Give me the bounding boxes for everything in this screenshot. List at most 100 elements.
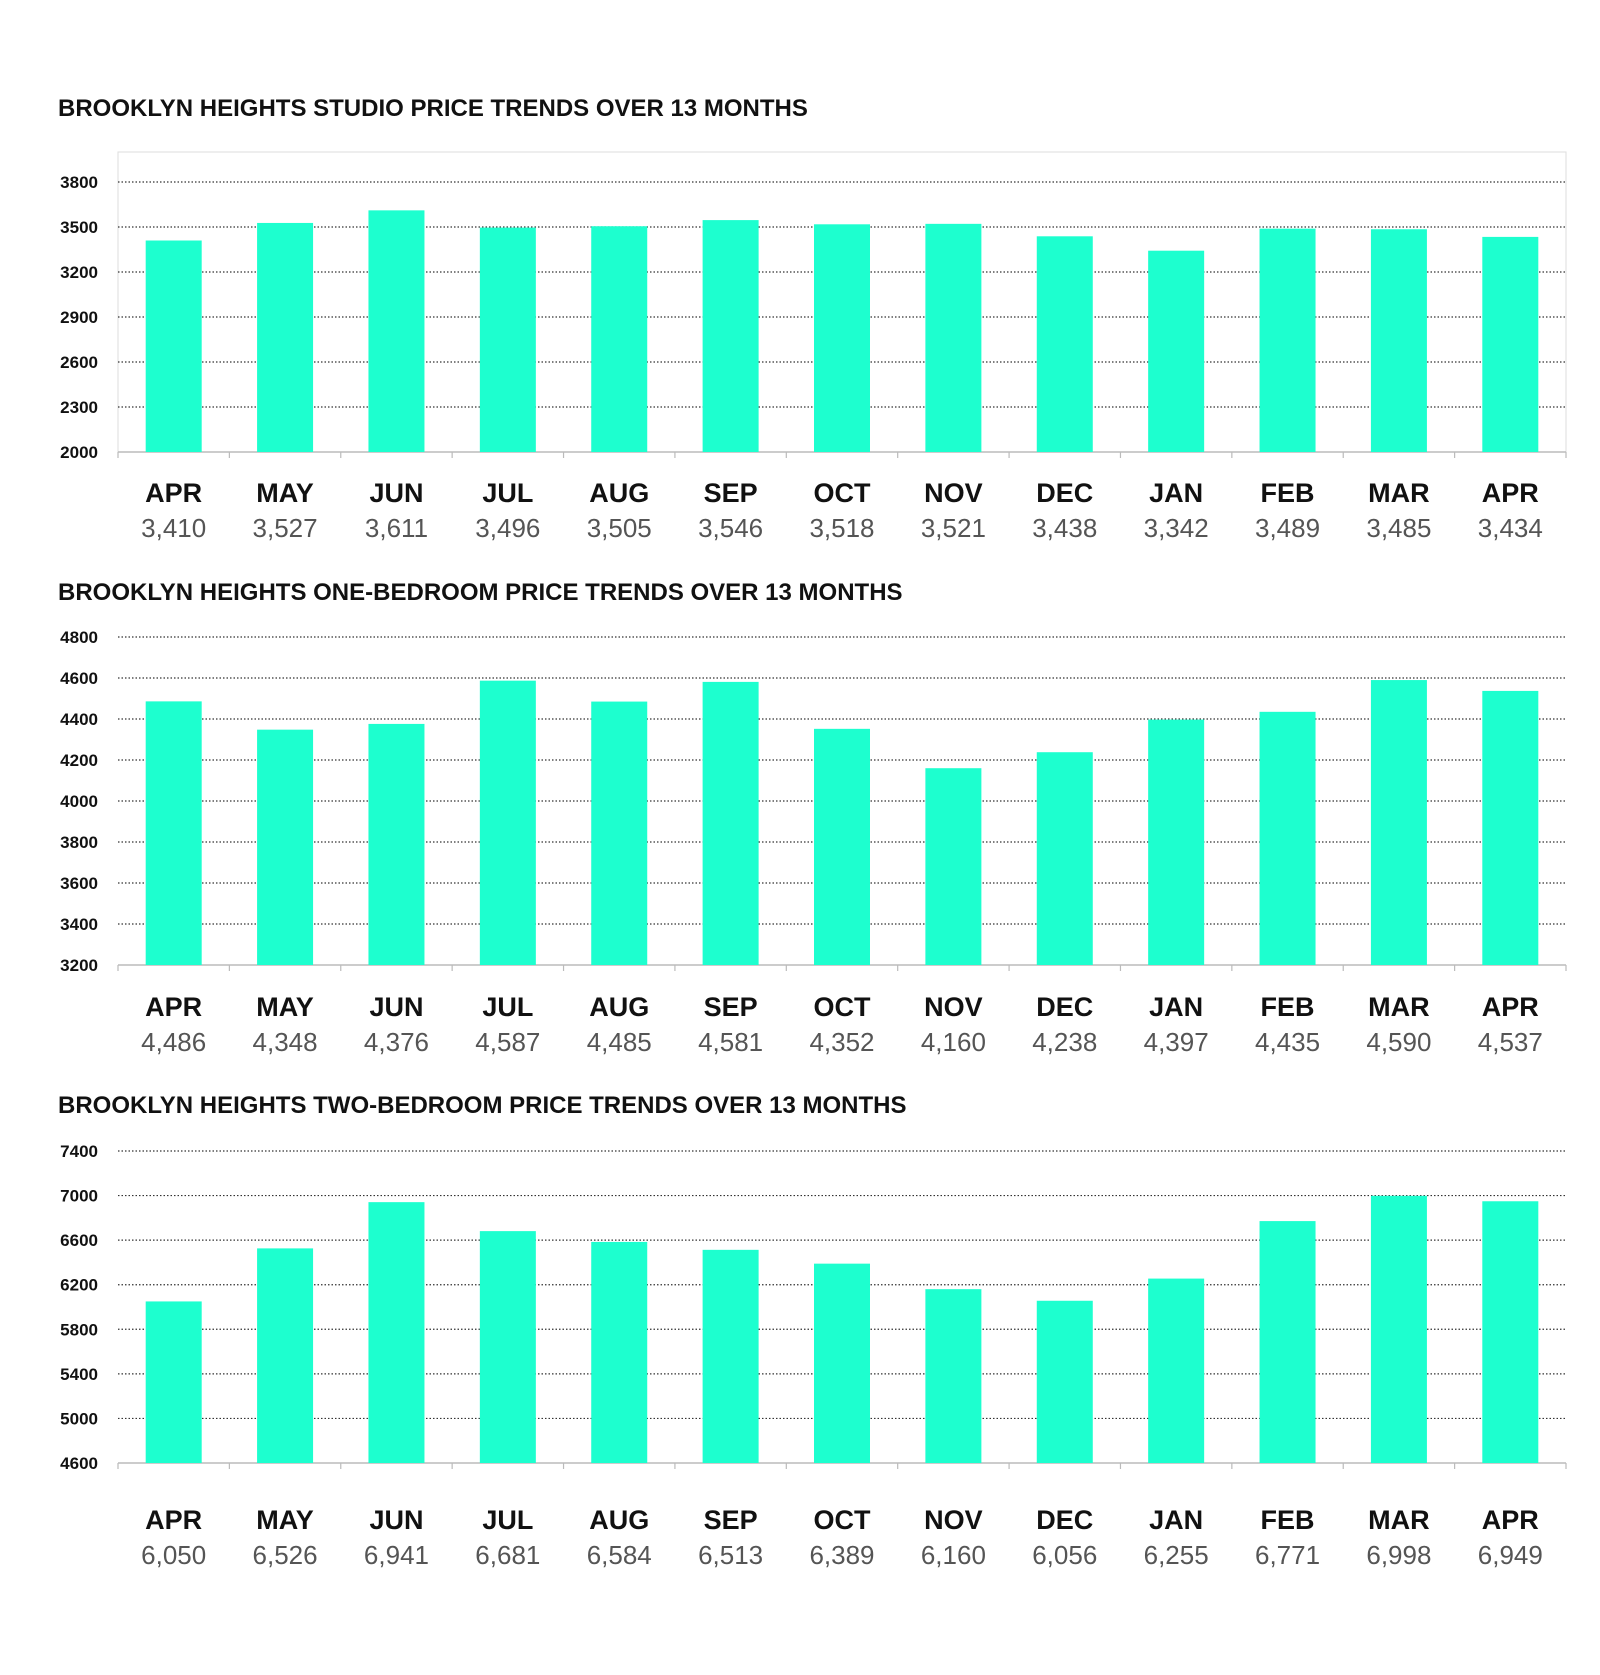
bar-nov	[925, 223, 982, 452]
data-label: 4,485	[587, 1027, 652, 1057]
x-tick-label: SEP	[704, 1505, 758, 1535]
data-label: 6,056	[1032, 1540, 1097, 1570]
x-tick-label: JUL	[482, 992, 533, 1022]
data-label: 3,438	[1032, 513, 1097, 543]
y-tick-label: 3400	[60, 915, 98, 934]
data-label: 6,255	[1144, 1540, 1209, 1570]
bar-jan	[1148, 1278, 1205, 1463]
chart-title: BROOKLYN HEIGHTS STUDIO PRICE TRENDS OVE…	[58, 95, 808, 122]
bar-apr	[145, 1301, 202, 1463]
two-bedroom-bar-chart: 4600 5000 5400 5800 6200 6600 7000 7400 APR 6,050…	[60, 1142, 1567, 1570]
x-tick-label: JUN	[369, 478, 423, 508]
data-label: 3,546	[698, 513, 763, 543]
data-label: 4,238	[1032, 1027, 1097, 1057]
bar-feb	[1259, 1221, 1316, 1463]
chart-title: BROOKLYN HEIGHTS TWO-BEDROOM PRICE TREND…	[58, 1092, 907, 1119]
x-tick-label: AUG	[589, 992, 649, 1022]
x-tick-label: MAR	[1368, 1505, 1430, 1535]
y-tick-label: 2000	[60, 443, 98, 462]
x-tick-label: MAY	[256, 1505, 314, 1535]
bar-apr	[1482, 236, 1539, 452]
y-tick-label: 5800	[60, 1320, 98, 1339]
y-tick-label: 3600	[60, 874, 98, 893]
bar-mar	[1370, 680, 1427, 965]
y-tick-label: 7400	[60, 1142, 98, 1161]
data-label: 4,435	[1255, 1027, 1320, 1057]
bar-nov	[925, 768, 982, 965]
data-label: 4,160	[921, 1027, 986, 1057]
chart-title: BROOKLYN HEIGHTS ONE-BEDROOM PRICE TREND…	[58, 579, 903, 606]
x-tick-label: OCT	[814, 1505, 872, 1535]
data-label: 3,611	[365, 513, 428, 543]
y-tick-label: 4600	[60, 669, 98, 688]
bar-oct	[814, 224, 870, 452]
bar-may	[257, 222, 314, 452]
bar-may	[257, 1248, 314, 1463]
x-tick-label: FEB	[1261, 992, 1315, 1022]
data-label: 3,496	[475, 513, 540, 543]
y-tick-label: 4000	[60, 792, 98, 811]
y-tick-label: 2600	[60, 353, 98, 372]
x-tick-label: FEB	[1261, 1505, 1315, 1535]
y-tick-label: 3800	[60, 173, 98, 192]
x-tick-label: MAR	[1368, 992, 1430, 1022]
bar-apr	[145, 701, 202, 965]
bar-jan	[1148, 719, 1205, 965]
x-tick-label: APR	[145, 992, 202, 1022]
bar-aug	[591, 701, 648, 965]
data-label: 3,521	[921, 513, 986, 543]
bar-dec	[1036, 236, 1093, 452]
x-tick-label: MAY	[256, 992, 314, 1022]
bar-dec	[1036, 1300, 1093, 1463]
bar-feb	[1259, 228, 1316, 452]
x-tick-label: JAN	[1149, 992, 1203, 1022]
data-label: 6,050	[141, 1540, 206, 1570]
data-label: 6,389	[809, 1540, 874, 1570]
bar-mar	[1370, 229, 1427, 452]
x-tick-label: MAR	[1368, 478, 1430, 508]
x-tick-label: JAN	[1149, 478, 1203, 508]
y-tick-label: 3800	[60, 833, 98, 852]
y-tick-label: 5400	[60, 1365, 98, 1384]
bar-jun	[368, 210, 425, 452]
data-label: 6,998	[1366, 1540, 1431, 1570]
x-tick-label: OCT	[814, 992, 872, 1022]
y-tick-label: 3500	[60, 218, 98, 237]
bar-dec	[1036, 752, 1093, 965]
data-label: 6,584	[587, 1540, 652, 1570]
y-tick-label: 5000	[60, 1409, 98, 1428]
studio-bar-chart: 2000 2300 2600 2900 3200 3500 3800 APR 3,410 MAY 3…	[60, 151, 1567, 543]
data-label: 4,352	[809, 1027, 874, 1057]
data-label: 4,348	[253, 1027, 318, 1057]
bar-feb	[1259, 711, 1316, 965]
x-tick-label: DEC	[1036, 1505, 1093, 1535]
x-tick-label: AUG	[589, 1505, 649, 1535]
bar-sep	[702, 1249, 759, 1463]
data-label: 4,590	[1366, 1027, 1431, 1057]
x-tick-label: DEC	[1036, 478, 1093, 508]
y-tick-label: 3200	[60, 956, 98, 975]
bar-apr	[1482, 1201, 1539, 1463]
bar-jul	[479, 680, 536, 965]
x-tick-label: JAN	[1149, 1505, 1203, 1535]
x-tick-label: APR	[145, 1505, 202, 1535]
data-label: 3,518	[809, 513, 874, 543]
bar-aug	[591, 1241, 648, 1463]
data-label: 4,537	[1478, 1027, 1543, 1057]
x-tick-label: MAY	[256, 478, 314, 508]
data-label: 4,581	[698, 1027, 763, 1057]
bar-sep	[702, 220, 759, 452]
y-tick-label: 4400	[60, 710, 98, 729]
x-tick-label: APR	[1482, 478, 1539, 508]
y-tick-label: 7000	[60, 1187, 98, 1206]
x-tick-label: NOV	[924, 478, 983, 508]
x-tick-label: APR	[1482, 992, 1539, 1022]
x-tick-label: DEC	[1036, 992, 1093, 1022]
y-tick-label: 4200	[60, 751, 98, 770]
data-label: 4,486	[141, 1027, 206, 1057]
data-label: 3,410	[141, 513, 206, 543]
y-tick-label: 3200	[60, 263, 98, 282]
x-tick-label: OCT	[814, 478, 872, 508]
x-tick-label: JUN	[369, 1505, 423, 1535]
bar-jan	[1148, 250, 1205, 452]
